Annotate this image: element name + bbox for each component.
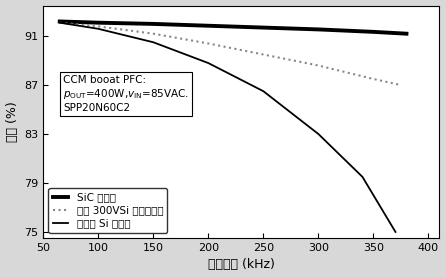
- X-axis label: 开关频率 (kHz): 开关频率 (kHz): [208, 258, 275, 271]
- Text: CCM booat PFC:
$p_{\mathrm{OUT}}$=400W,$v_{\mathrm{IN}}$=85VAC.
SPP20N60C2: CCM booat PFC: $p_{\mathrm{OUT}}$=400W,$…: [63, 75, 189, 113]
- Legend: SiC 二极管, 两个 300VSi 二极管串联, 超快速 Si 二极管: SiC 二极管, 两个 300VSi 二极管串联, 超快速 Si 二极管: [49, 188, 167, 233]
- Y-axis label: 效率 (%): 效率 (%): [5, 101, 19, 142]
